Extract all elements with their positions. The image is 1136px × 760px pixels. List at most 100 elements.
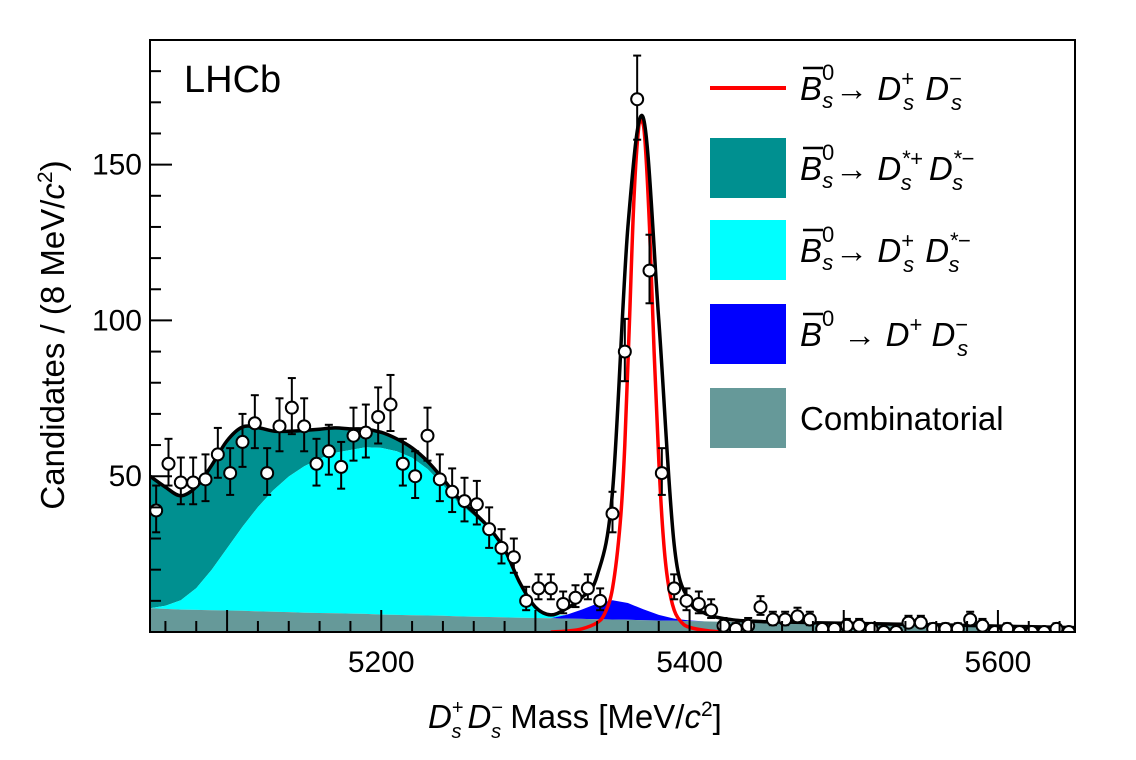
- plot-area: 5200 5400 5600 50 100 150: [92, 39, 1076, 679]
- legend-swatch-bd_dds: [710, 304, 786, 364]
- x-axis-title-d2-sub: s: [491, 721, 501, 743]
- x-tick-label: 5400: [656, 646, 723, 679]
- legend-parent-sup: 0: [822, 306, 834, 331]
- legend-swatch-comb: [710, 388, 786, 448]
- data-point: [445, 484, 460, 499]
- y-axis-title-close: ): [34, 160, 71, 171]
- data-point: [260, 466, 275, 481]
- legend-daughter-2: D: [922, 316, 955, 353]
- data-point: [839, 618, 854, 632]
- x-axis-title-d1: D: [428, 698, 452, 735]
- data-point: [457, 494, 472, 509]
- experiment-label: LHCb: [184, 59, 281, 101]
- legend-parent-sup: 0: [822, 60, 834, 85]
- data-point: [247, 416, 262, 431]
- legend-parent-sub: s: [822, 168, 833, 193]
- x-axis-title-d1-sub: s: [452, 721, 462, 743]
- data-point: [150, 503, 164, 518]
- data-point: [506, 550, 521, 565]
- data-point: [963, 612, 978, 627]
- data-point: [728, 621, 743, 632]
- data-point: [617, 344, 632, 359]
- data-point: [482, 522, 497, 537]
- data-point: [556, 596, 571, 611]
- legend-daughter-2-sub: s: [951, 90, 962, 115]
- data-point: [432, 472, 447, 487]
- data-point: [913, 615, 928, 630]
- y-tick-label: 50: [109, 460, 142, 493]
- data-point: [519, 593, 534, 608]
- x-axis-title-close: ]: [713, 698, 722, 735]
- band-bd-dds: [150, 600, 1075, 629]
- legend-daughter-2-sub: s: [952, 170, 963, 195]
- band-ds-dsst: [150, 447, 1075, 629]
- legend-daughter-1: D: [868, 70, 901, 107]
- data-point: [704, 603, 719, 618]
- data-point: [827, 621, 842, 632]
- legend-daughter-1: D: [868, 232, 901, 269]
- legend-daughter-1-sup: +: [909, 312, 922, 337]
- y-axis-title-start: Candidates / (8 MeV/: [34, 199, 71, 510]
- data-point: [1012, 625, 1027, 632]
- data-point: [568, 590, 583, 605]
- legend-label-bd_dds: B0 → D+ D− s: [800, 306, 968, 361]
- data-point: [531, 581, 546, 596]
- data-point: [395, 456, 410, 471]
- data-point: [297, 419, 312, 434]
- data-point: [864, 621, 879, 632]
- data-point: [815, 621, 830, 632]
- legend-parent: B: [800, 150, 822, 187]
- data-point: [802, 612, 817, 627]
- y-axis-title-sq: 2: [34, 171, 57, 183]
- data-point: [926, 621, 941, 632]
- y-tick-label: 150: [92, 149, 142, 182]
- data-point: [210, 447, 225, 462]
- data-point: [679, 593, 694, 608]
- x-axis-title-d2: D: [468, 698, 492, 735]
- data-point: [790, 609, 805, 624]
- legend-daughter-1: D: [868, 150, 901, 187]
- data-point: [765, 612, 780, 627]
- legend-daughter-1-sub: s: [903, 252, 914, 277]
- y-axis-title-c: c: [34, 183, 71, 200]
- legend-label-signal: B0 s→ D+ s D− s: [800, 60, 962, 115]
- legend-daughter-2: D: [920, 150, 953, 187]
- data-point: [889, 625, 904, 632]
- legend-daughter-1-sub: s: [901, 170, 912, 195]
- legend-daughter-1-sup: +: [901, 66, 914, 91]
- x-tick-label: 5600: [965, 646, 1032, 679]
- data-point: [383, 397, 398, 412]
- legend-daughter-1-sup: *+: [901, 146, 923, 171]
- plot-frame: [149, 39, 1076, 633]
- legend-daughter-1-sub: s: [903, 90, 914, 115]
- legend-daughter-2-sub: s: [949, 252, 960, 277]
- data-point: [469, 497, 484, 512]
- data-point: [1000, 621, 1015, 632]
- y-tick-label: 100: [92, 304, 142, 337]
- x-axis-title-d2-sup: −: [491, 697, 503, 719]
- legend-parent: B: [800, 70, 822, 107]
- data-point: [1061, 625, 1075, 632]
- data-point: [901, 615, 916, 630]
- legend-parent-sub: s: [822, 250, 833, 275]
- legend-parent-sub: s: [822, 88, 833, 113]
- legend-arrow: →: [834, 316, 876, 353]
- data-point: [876, 625, 891, 632]
- data-point: [654, 466, 669, 481]
- legend-swatch-ds_dsst: [710, 220, 786, 280]
- data-point: [420, 428, 435, 443]
- legend: B0 s→ D+ s D− sB0 s→ D*+ s D*− sB0 s→ D+ s D*− sB…: [710, 60, 1004, 448]
- data-point: [667, 581, 682, 596]
- data-point: [1037, 625, 1052, 632]
- data-point: [753, 600, 768, 615]
- legend-daughter-1: D: [876, 316, 909, 353]
- data-point: [741, 618, 756, 632]
- y-axis-title: Candidates / (8 MeV/c2): [34, 160, 71, 509]
- legend-parent: B: [800, 232, 822, 269]
- data-point: [408, 469, 423, 484]
- data-point: [173, 475, 188, 490]
- signal-curve: [550, 116, 721, 632]
- legend-arrow: →: [835, 70, 868, 107]
- data-point: [543, 581, 558, 596]
